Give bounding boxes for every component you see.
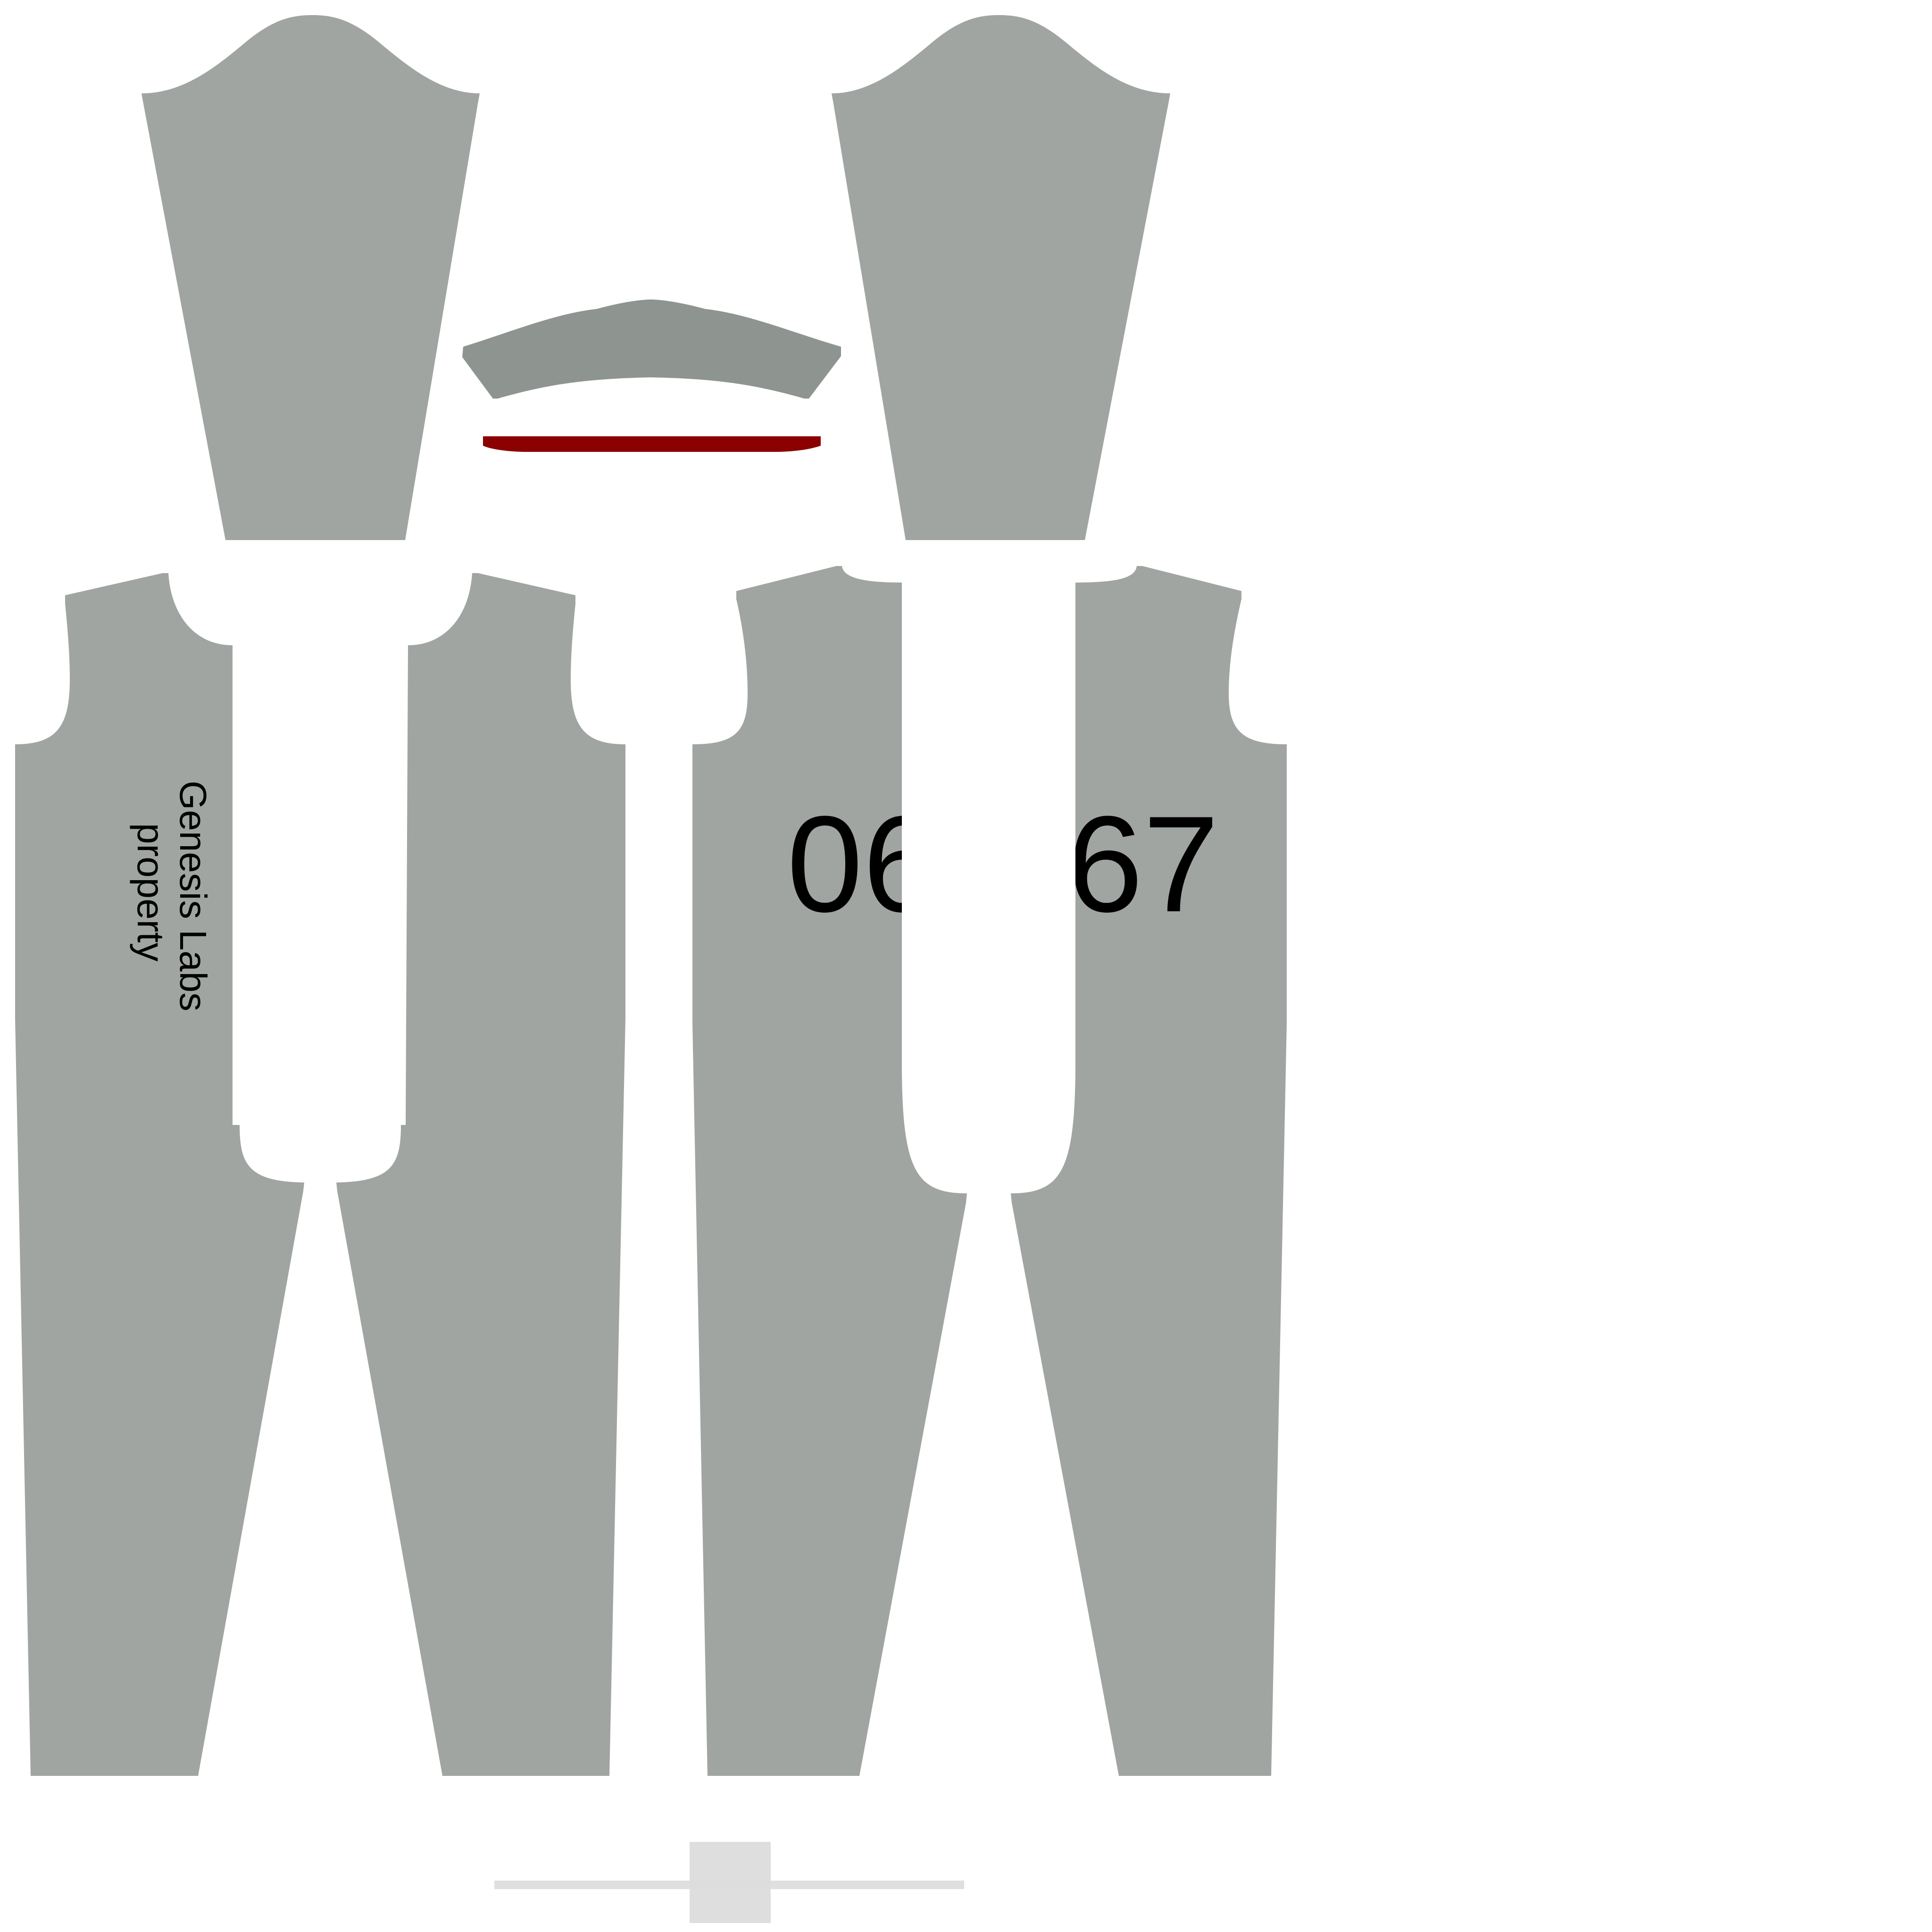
property-text-line1: Genesis Labs [172,781,214,1011]
front-left-panel [692,566,967,1776]
jersey-number-right: 67 [1067,788,1219,941]
collar-panel [462,300,841,399]
back-right-panel [336,573,625,1776]
tag-label [690,1842,771,1923]
back-left-panel [15,573,304,1776]
front-right-panel [1011,566,1287,1776]
property-text-line2: property [130,823,172,961]
collar-trim-strip [483,436,821,452]
center-gap [902,583,1075,913]
left-sleeve-panel [142,15,480,540]
right-sleeve-panel [832,15,1170,540]
